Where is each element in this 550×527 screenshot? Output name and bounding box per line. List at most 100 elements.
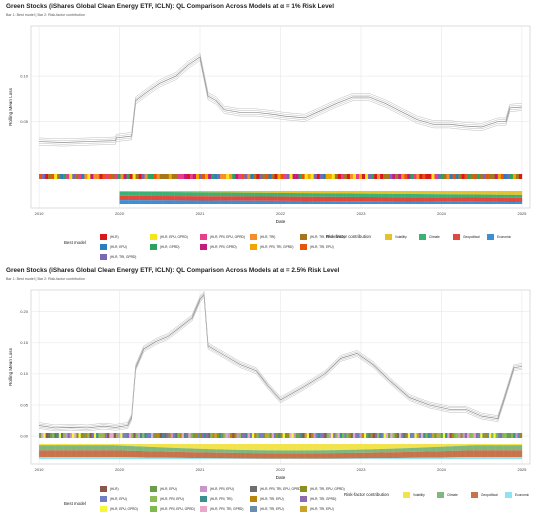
risk-factor-bar-segment <box>412 194 416 198</box>
best-model-bar-segment <box>243 433 246 438</box>
risk-factor-bar-segment <box>489 445 493 451</box>
best-model-bar-segment <box>232 174 236 179</box>
risk-factor-bar-segment <box>283 450 287 454</box>
risk-factor-bar-segment <box>237 196 241 201</box>
risk-factor-bar-segment <box>495 457 499 459</box>
risk-factor-bar-segment <box>447 194 451 198</box>
legend-swatch <box>250 486 257 492</box>
risk-factor-bar-segment <box>371 452 375 459</box>
risk-factor-bar-segment <box>349 201 353 204</box>
risk-factor-bar-segment <box>332 191 336 194</box>
risk-factor-bar-segment <box>291 191 296 194</box>
risk-factor-bar-segment <box>358 449 362 453</box>
legend-swatch <box>100 244 107 250</box>
risk-factor-bar-segment <box>454 446 458 451</box>
best-model-bar-segment <box>500 433 503 438</box>
best-model-bar-segment <box>113 433 117 438</box>
risk-factor-bar-segment <box>128 191 132 196</box>
best-model-bar-segment <box>39 174 43 179</box>
best-model-bar-segment <box>262 433 266 438</box>
best-model-bar-segment <box>423 433 426 438</box>
risk-factor-bar-segment <box>433 451 437 458</box>
risk-factor-bar-segment <box>60 457 64 459</box>
risk-factor-bar-segment <box>76 445 80 451</box>
best-model-bar-segment <box>282 433 286 438</box>
risk-factor-bar-segment <box>229 458 233 459</box>
risk-factor-bar-segment <box>392 201 396 204</box>
best-model-bar-segment <box>419 174 423 179</box>
risk-factor-bar-segment <box>309 191 313 194</box>
risk-factor-bar-segment <box>323 193 327 197</box>
risk-factor-bar-segment <box>404 201 408 204</box>
best-model-bar-segment <box>258 433 261 438</box>
risk-factor-bar-segment <box>418 197 422 202</box>
legend-label: (HLR, PRI, TRI) <box>210 496 233 501</box>
best-model-bar-segment <box>339 433 343 438</box>
best-model-bar-segment <box>205 174 209 179</box>
risk-factor-bar-segment <box>202 200 206 204</box>
legend-swatch <box>150 506 157 512</box>
risk-factor-bar-segment <box>347 444 351 450</box>
risk-factor-bar-segment <box>291 450 295 454</box>
risk-factor-bar-segment <box>409 193 413 198</box>
risk-factor-bar-segment <box>142 195 146 201</box>
best-model-bar-segment <box>437 174 441 179</box>
risk-factor-bar-segment <box>175 447 179 452</box>
risk-factor-bar-segment <box>291 196 296 201</box>
best-model-bar-segment <box>256 174 260 179</box>
risk-factor-bar-segment <box>495 450 499 458</box>
risk-factor-bar-segment <box>489 450 493 458</box>
risk-factor-bar-segment <box>386 201 390 204</box>
risk-factor-bar-segment <box>167 457 171 459</box>
risk-factor-bar-segment <box>254 191 258 193</box>
risk-factor-bar-segment <box>277 192 281 197</box>
best-model-bar-segment <box>374 174 378 179</box>
risk-factor-bar-segment <box>449 457 453 459</box>
risk-factor-bar-segment <box>154 191 158 192</box>
best-model-bar-segment <box>162 174 167 179</box>
risk-factor-bar-segment <box>248 191 252 193</box>
y-tick-label: 0.20 <box>20 309 29 314</box>
risk-factor-bar-segment <box>484 445 488 451</box>
best-model-bar-segment <box>253 174 257 179</box>
risk-factor-bar-segment <box>369 191 373 194</box>
risk-factor-bar-segment <box>487 450 490 458</box>
risk-factor-bar-segment <box>438 457 442 459</box>
risk-factor-bar-segment <box>326 196 330 202</box>
risk-factor-bar-segment <box>41 457 45 459</box>
best-model-bar-segment <box>225 433 229 438</box>
best-model-bar-segment <box>159 174 163 179</box>
risk-factor-bar-segment <box>510 201 514 204</box>
risk-factor-bar-segment <box>49 450 53 458</box>
risk-factor-bar-segment <box>355 444 359 450</box>
risk-factor-bar-segment <box>135 450 139 458</box>
best-model-bar-segment <box>283 174 287 179</box>
best-model-bar-segment <box>343 174 348 179</box>
risk-factor-bar-segment <box>504 194 508 198</box>
best-model-bar-segment <box>235 174 239 179</box>
risk-factor-bar-segment <box>159 444 163 448</box>
best-model-bar-segment <box>467 174 471 179</box>
risk-factor-bar-segment <box>263 192 267 197</box>
x-tick-label: 2023 <box>357 467 367 472</box>
risk-factor-bar-segment <box>188 196 192 201</box>
legend-label: (HLR, PRI, EPU) <box>160 496 184 501</box>
risk-factor-bar-segment <box>143 457 147 459</box>
risk-factor-bar-segment <box>516 202 520 204</box>
risk-factor-bar-segment <box>492 444 496 446</box>
risk-factor-bar-segment <box>343 193 347 197</box>
best-model-bar-segment <box>120 174 124 179</box>
risk-factor-bar-segment <box>497 445 501 451</box>
legend-title-risk-factor: Risk-factor contribution <box>344 492 389 497</box>
risk-factor-bar-segment <box>269 450 273 454</box>
risk-factor-bar-segment <box>519 194 523 198</box>
risk-factor-bar-segment <box>205 444 209 450</box>
risk-factor-bar-segment <box>200 452 203 459</box>
risk-factor-bar-segment <box>516 450 520 458</box>
risk-factor-bar-segment <box>342 449 346 454</box>
risk-factor-bar-segment <box>339 450 343 454</box>
risk-factor-bar-segment <box>387 458 391 459</box>
risk-factor-bar-segment <box>271 196 275 201</box>
best-model-bar-segment <box>412 433 415 438</box>
best-model-bar-segment <box>515 174 520 179</box>
